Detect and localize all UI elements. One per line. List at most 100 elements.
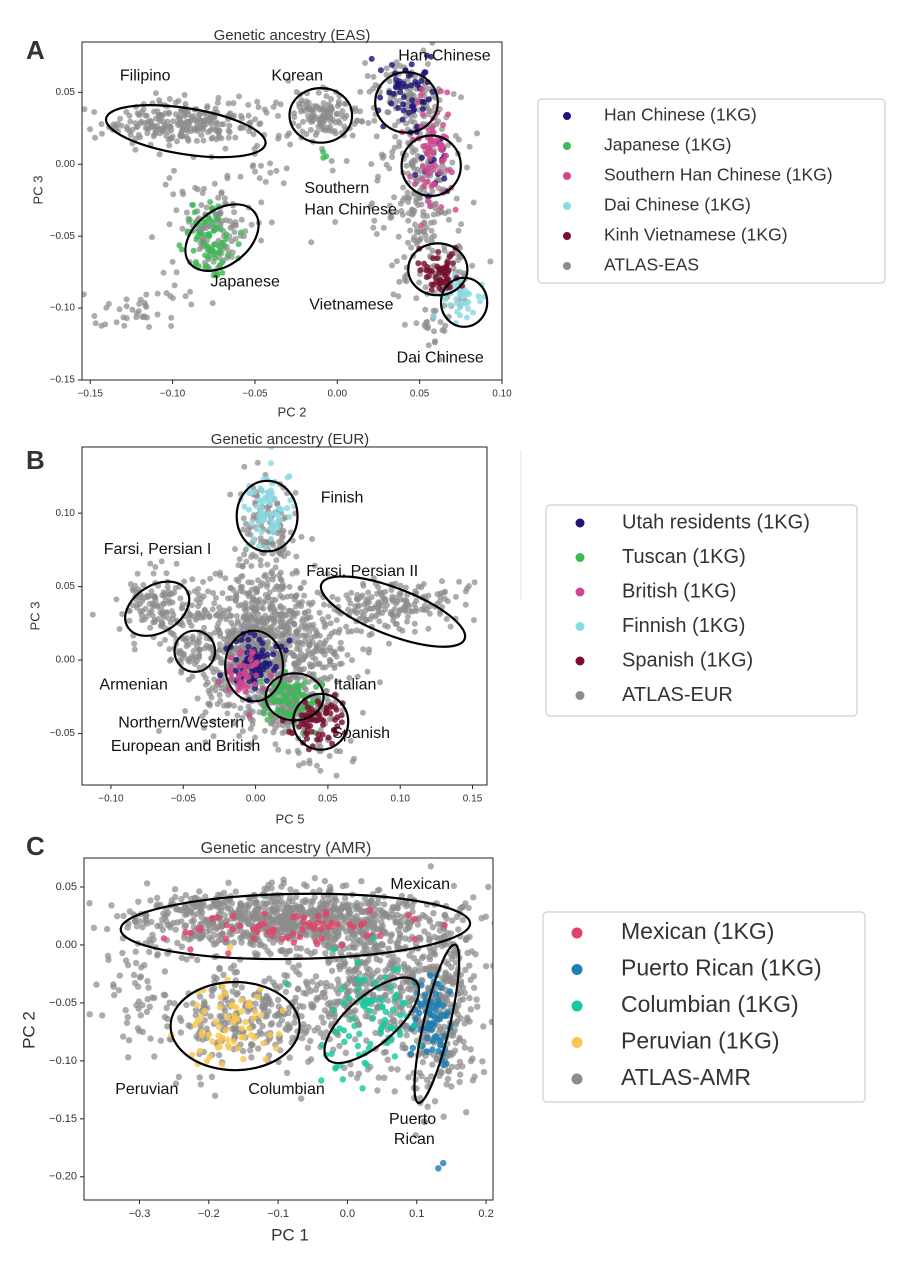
data-point [236,556,243,563]
data-point [365,589,372,596]
data-point [365,605,372,612]
data-point [386,209,393,216]
x-tick-label: −0.15 [78,389,104,400]
data-point [276,549,282,556]
data-point [178,246,185,253]
data-point [371,1008,378,1015]
data-point [424,61,431,67]
data-point [251,693,258,700]
data-point [308,239,315,246]
data-point [389,149,396,155]
data-point [246,506,252,513]
data-point [262,178,269,185]
data-point [303,103,310,109]
cluster-ellipse [264,672,325,722]
data-point [431,1098,439,1105]
data-point [269,596,276,603]
data-point [366,646,373,653]
data-point [296,904,303,911]
data-point [230,628,237,635]
data-point [327,620,334,627]
data-point [205,254,212,261]
data-point [248,520,255,526]
data-point [384,911,391,918]
data-point [429,42,436,46]
data-point [258,529,265,536]
data-point [425,111,432,118]
data-point [281,972,288,979]
data-point [214,923,221,931]
data-point [420,143,427,150]
data-point [292,489,299,496]
data-point [247,940,254,947]
data-point [222,145,229,152]
data-point [314,698,321,705]
data-point [179,655,186,662]
data-point [334,976,341,983]
data-point [264,947,271,955]
data-point [247,725,254,732]
data-point [358,908,365,915]
data-point [219,930,226,937]
data-point [175,97,182,104]
data-point [169,258,176,265]
data-point [333,706,340,713]
data-point [239,715,246,721]
legend-entry: British (1KG) [622,580,736,602]
panel-a: A Genetic ancestry (EAS)Han ChineseFilipi… [26,27,886,419]
series-southern-han-chinese-1kg [399,86,459,229]
data-point [250,596,257,603]
data-point [237,574,244,580]
data-point [430,910,437,917]
data-point [320,154,327,161]
data-point [373,231,380,237]
data-point [221,898,229,905]
data-point [278,610,285,617]
data-point [218,1013,225,1020]
data-point [279,594,286,601]
data-point [204,103,211,110]
y-tick-label: −0.05 [50,231,76,242]
data-point [282,693,289,700]
data-point [174,939,181,947]
cluster-ellipse [184,203,260,272]
data-point [396,590,403,597]
data-point [275,112,281,119]
cluster-label: Filipino [120,68,171,85]
data-point [311,562,318,569]
data-point [285,748,292,755]
data-point [236,93,242,100]
data-point [388,972,395,979]
legend-entry: Utah residents (1KG) [622,511,810,533]
data-point [221,195,228,202]
data-point [166,591,173,598]
data-point [285,898,292,905]
data-point [92,134,98,141]
data-point [179,601,186,608]
data-point [75,114,81,120]
data-point [187,1023,194,1030]
data-point [353,902,361,910]
legend: Han Chinese (1KG)Japanese (1KG)Southern … [537,98,886,284]
data-point [161,591,168,598]
data-point [437,88,444,95]
data-point [195,586,202,592]
data-point [196,1074,203,1081]
data-point [445,216,452,223]
data-point [217,672,224,679]
data-point [400,107,407,114]
data-point [441,247,448,254]
data-point [228,238,235,245]
data-point [220,971,227,978]
data-point [256,175,263,182]
data-point [303,932,311,939]
data-point [277,709,284,716]
data-point [336,965,344,973]
data-point [135,898,142,905]
data-point [405,109,412,116]
data-point [410,994,417,1002]
series-atlas-eas [75,42,494,363]
data-point [256,518,263,525]
data-point [284,474,291,481]
data-point [299,128,306,135]
